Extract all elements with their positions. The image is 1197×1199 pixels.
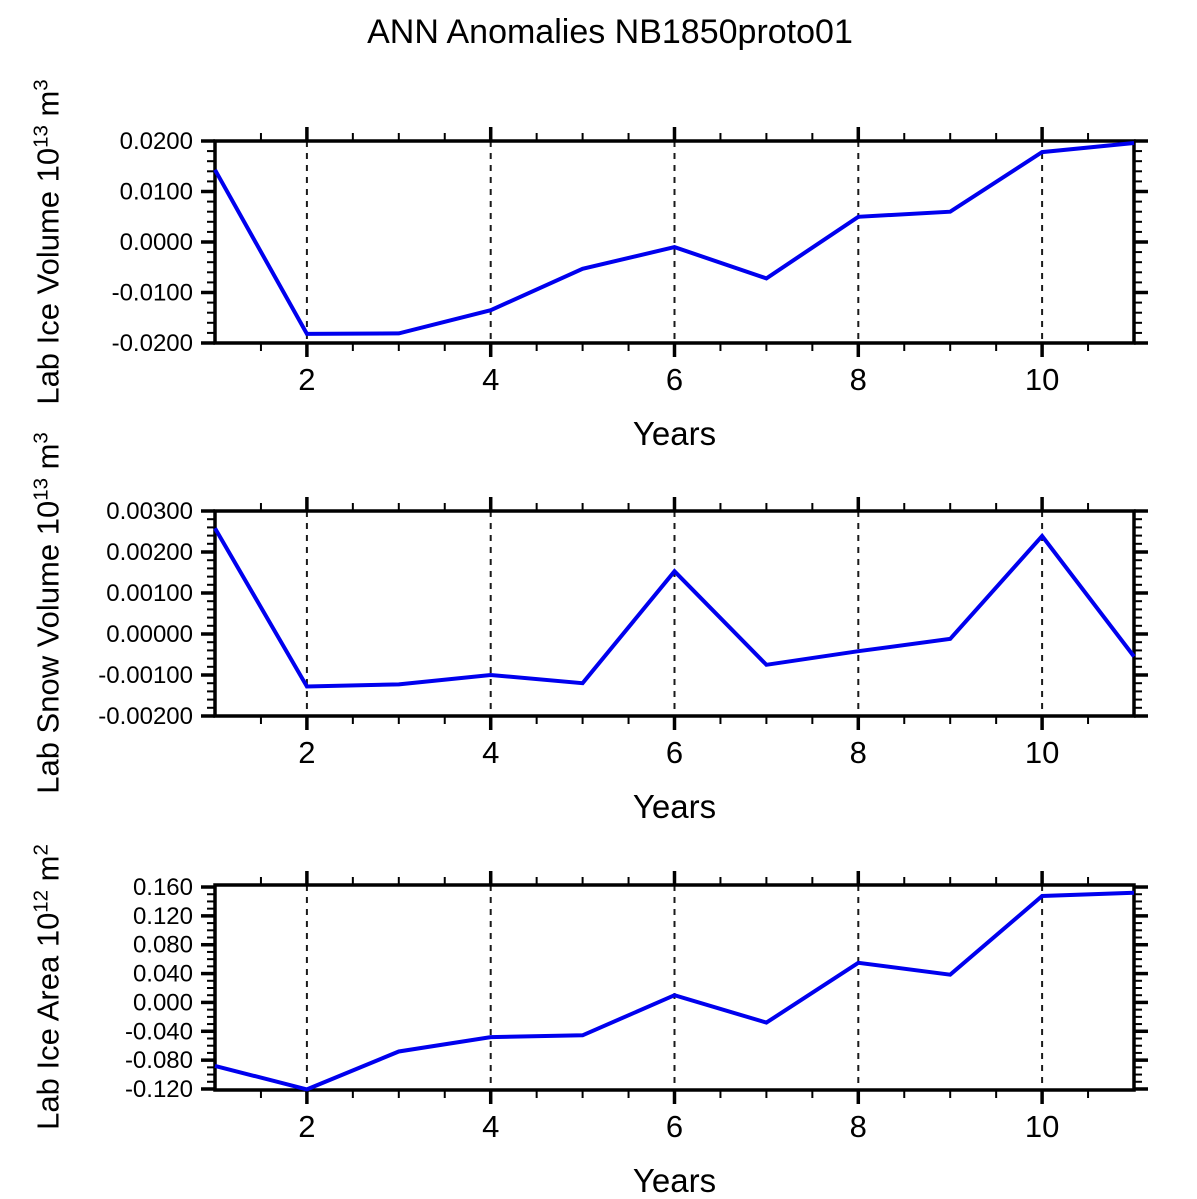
chart-panel-0: 2 4 6 8 10 0.0200 0.0100 0.0000 -0.0100 -0.0200 Ye… <box>112 127 1148 452</box>
x-axis-title: Years <box>633 1162 716 1199</box>
y-tick-label: -0.0100 <box>112 280 193 307</box>
figure-title: ANN Anomalies NB1850proto01 <box>367 13 853 51</box>
x-axis-title: Years <box>633 415 716 452</box>
x-tick-label: 6 <box>666 1109 683 1144</box>
y-tick-label: 0.000 <box>133 989 193 1016</box>
y-tick-label: 0.00000 <box>106 621 193 648</box>
y-tick-label: -0.00200 <box>98 703 193 730</box>
y-tick-label: 0.160 <box>133 874 193 901</box>
y-tick-label: -0.00100 <box>98 662 193 689</box>
y-tick-label: -0.080 <box>125 1047 193 1074</box>
x-tick-label: 4 <box>482 1109 499 1144</box>
x-tick-label: 4 <box>482 362 499 397</box>
y-tick-label: 0.00300 <box>106 498 193 525</box>
y-tick-label: -0.120 <box>125 1076 193 1103</box>
y-tick-label: -0.0200 <box>112 330 193 357</box>
x-tick-label: 10 <box>1025 362 1059 397</box>
x-tick-label: 8 <box>850 1109 867 1144</box>
y-tick-label: 0.120 <box>133 903 193 930</box>
x-tick-label: 10 <box>1025 1109 1059 1144</box>
x-tick-label: 8 <box>850 735 867 770</box>
y-tick-label: 0.00100 <box>106 580 193 607</box>
plot-frame <box>213 883 1136 1092</box>
x-tick-label: 2 <box>298 1109 315 1144</box>
y-tick-label: 0.00200 <box>106 539 193 566</box>
x-tick-label: 2 <box>298 362 315 397</box>
x-axis-title: Years <box>633 788 716 825</box>
x-tick-label: 6 <box>666 735 683 770</box>
x-tick-label: 10 <box>1025 735 1059 770</box>
y-tick-label: 0.040 <box>133 961 193 988</box>
y-tick-label: 0.0200 <box>120 128 193 155</box>
line-series-2 <box>214 890 1135 1092</box>
chart-panel-2: 2 4 6 8 100.1600.1200.0800.0400.000-0.040-0.… <box>125 871 1148 1199</box>
y-tick-label: 0.0100 <box>120 179 193 206</box>
line-series-0 <box>213 141 1135 336</box>
line-series-1 <box>213 527 1136 689</box>
x-tick-label: 8 <box>850 362 867 397</box>
plot-frame <box>213 509 1136 718</box>
plot-frame <box>213 139 1136 345</box>
x-tick-label: 4 <box>482 735 499 770</box>
x-tick-label: 2 <box>298 735 315 770</box>
y-tick-label: 0.0000 <box>120 229 193 256</box>
y-tick-label: 0.080 <box>133 932 193 959</box>
x-tick-label: 6 <box>666 362 683 397</box>
chart-panel-1: 2 4 6 8 10 0.00300 0.00200 0.00100 0.00000 -0.001… <box>98 497 1148 825</box>
y-tick-label: -0.040 <box>125 1018 193 1045</box>
